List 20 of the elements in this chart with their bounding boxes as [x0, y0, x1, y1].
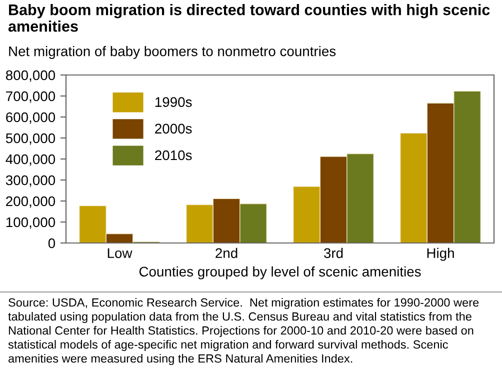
y-tick-label: 200,000 — [6, 196, 56, 208]
legend-label: 1990s — [155, 97, 192, 107]
x-tick-label: 2nd — [216, 248, 238, 258]
x-tick-label: High — [427, 248, 454, 261]
x-axis-title: Counties grouped by level of scenic amenities — [139, 266, 421, 280]
chart-subtitle: Net migration of baby boomers to nonmetro countries — [9, 46, 336, 59]
source-note: Source: USDA, Economic Research Service. Net migration estimates for 1990-2000 were tabulated using population data from the U.S. Census Bureau and vital statistics from the National Center for Health Statistics. Projections for 2000-10 and 2010-20 were based on statistical models of age-specific net migration and forward survival methods. Scenic amenities were measured using the ERS Natural Amenities Index. — [8, 298, 479, 365]
legend-label: 2010s — [155, 150, 192, 160]
y-tick-label: 300,000 — [6, 175, 56, 187]
x-tick-label: 3rd — [324, 248, 343, 258]
legend-label: 2000s — [155, 124, 192, 134]
y-tick-label: 0 — [48, 238, 56, 248]
y-tick-label: 700,000 — [6, 91, 56, 103]
y-tick-label: 100,000 — [6, 217, 56, 229]
y-tick-label: 600,000 — [6, 112, 56, 124]
y-tick-label: 500,000 — [6, 133, 56, 145]
y-tick-label: 400,000 — [6, 154, 56, 166]
y-tick-label: 800,000 — [6, 70, 56, 82]
x-tick-label: Low — [108, 248, 132, 258]
chart-title: Baby boom migration is directed toward counties with high scenic amenities — [8, 4, 490, 32]
